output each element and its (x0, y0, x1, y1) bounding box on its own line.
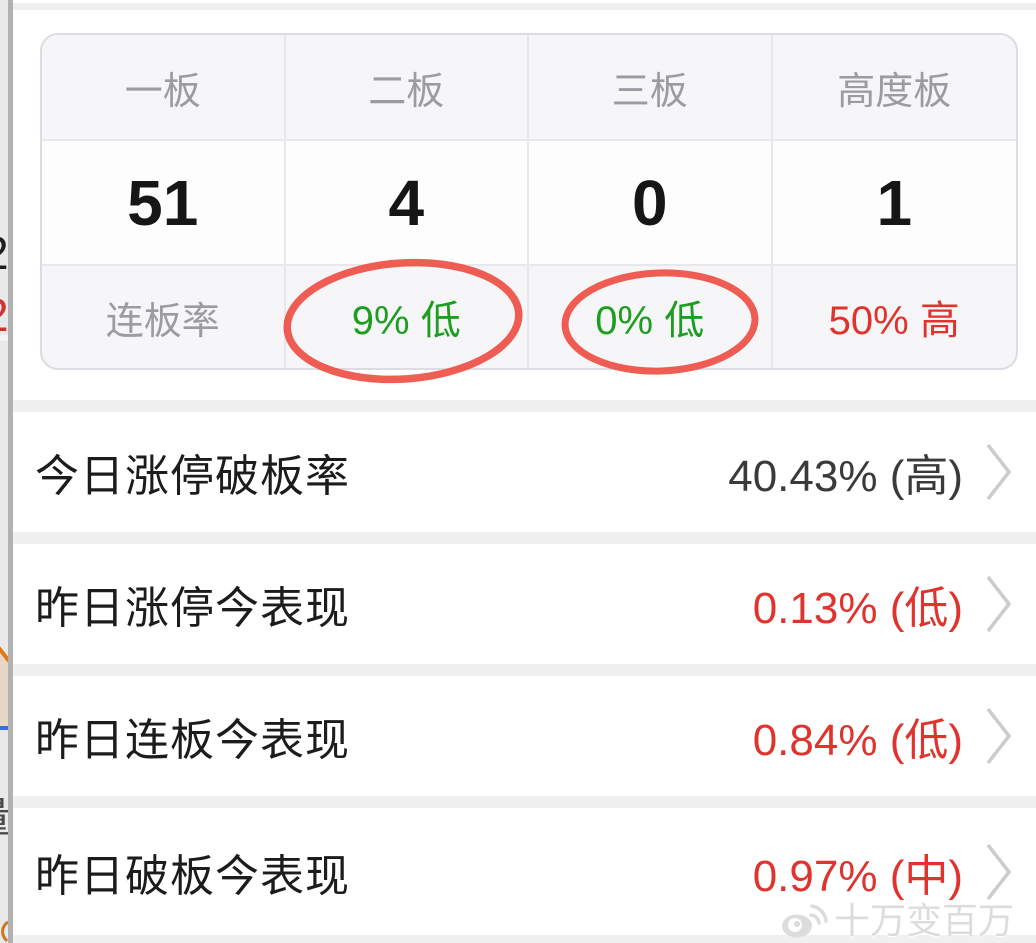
metric-label: 昨日破板今表现 (35, 851, 350, 901)
chart-fragment (0, 646, 8, 730)
chevron-right-icon (985, 442, 1012, 502)
metric-row-yesterday-limitup-today[interactable]: 昨日涨停今表现 0.13% (低) (13, 544, 1036, 664)
curve-fragment (1, 920, 8, 943)
page-edge-divider (8, 0, 13, 943)
watermark: 十万变百万 (780, 892, 1014, 943)
col-header-third-board: 三板 (529, 35, 773, 141)
count-height-board: 1 (772, 141, 1016, 266)
board-summary-table: 一板 二板 三板 高度板 51 4 0 1 连板率 9% 低 0% 低 50% … (40, 33, 1018, 370)
glyph-fragment: 量 (0, 797, 8, 839)
metric-label: 今日涨停破板率 (35, 452, 350, 501)
metric-label: 昨日连板今表现 (35, 716, 350, 765)
metric-row-break-rate-today[interactable]: 今日涨停破板率 40.43% (高) (13, 412, 1036, 532)
count-second-board: 4 (285, 141, 529, 266)
row-separator (13, 400, 1036, 412)
chevron-right-icon (985, 842, 1012, 902)
rate-third-board-value: 0% 低 (595, 299, 705, 343)
metric-list: 今日涨停破板率 40.43% (高) 昨日涨停今表现 0.13% (低) 昨日连… (13, 400, 1036, 943)
rate-second-board: 9% 低 (286, 266, 529, 368)
metric-value: 0.84% (低) (752, 716, 963, 765)
rate-label-text: 连板率 (105, 300, 220, 343)
rate-height-board-value: 50% 高 (828, 299, 960, 343)
col-header-first-board: 一板 (42, 35, 286, 141)
metric-row-yesterday-lianban-today[interactable]: 昨日连板今表现 0.84% (低) (13, 676, 1036, 796)
chevron-right-icon (985, 706, 1012, 766)
row-separator (13, 796, 1036, 808)
rate-second-board-value: 9% 低 (351, 299, 461, 343)
gridline-fragment (0, 335, 8, 341)
axis-number-fragment-red: 2 (0, 292, 8, 338)
row-separator (13, 664, 1036, 676)
col-header-second-board: 二板 (285, 35, 529, 141)
row-separator (13, 532, 1036, 544)
count-first-board: 51 (42, 141, 286, 266)
count-third-board: 0 (529, 141, 773, 266)
col-header-height-board: 高度板 (772, 35, 1016, 141)
rate-height-board: 50% 高 (773, 266, 1017, 368)
metric-value: 40.43% (高) (728, 452, 963, 501)
weibo-icon (781, 904, 828, 938)
metric-row-yesterday-break-today[interactable]: 昨日破板今表现 0.97% (中) (13, 808, 1036, 935)
metric-label: 昨日涨停今表现 (35, 584, 350, 633)
top-separator (13, 3, 1036, 10)
watermark-text: 十万变百万 (833, 900, 1014, 941)
axis-number-fragment: 2 (0, 230, 8, 276)
rate-row-label: 连板率 (42, 266, 286, 368)
metric-value: 0.13% (低) (752, 584, 963, 633)
rate-third-board: 0% 低 (529, 266, 773, 368)
background-page-edge: 2 2 量 (0, 0, 8, 943)
row-separator (13, 935, 1036, 943)
chevron-right-icon (985, 574, 1012, 634)
metric-value: 0.97% (中) (752, 851, 963, 901)
